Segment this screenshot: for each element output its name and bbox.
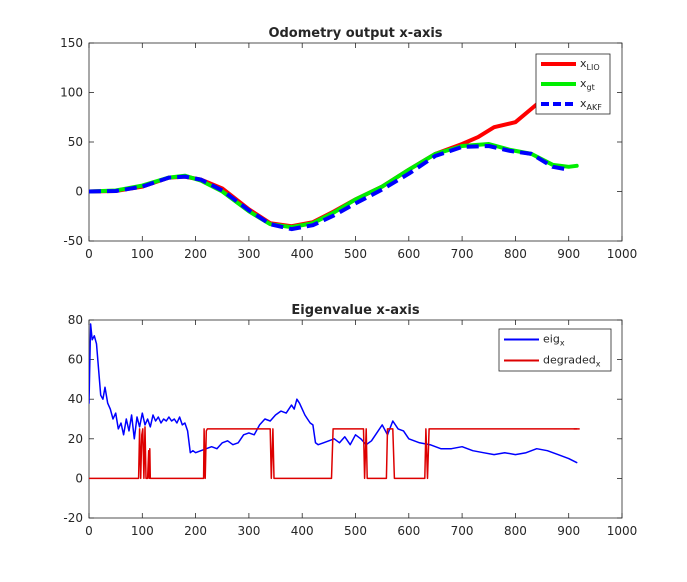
chart-title: Eigenvalue x-axis bbox=[291, 303, 419, 318]
x-tick-label: 0 bbox=[85, 247, 93, 261]
x-tick-label: 1000 bbox=[607, 247, 638, 261]
y-tick-label: 60 bbox=[68, 353, 83, 367]
series-line-eig-x bbox=[89, 323, 578, 464]
x-tick-label: 300 bbox=[237, 524, 260, 538]
eigenvalue-plot: 0 100 200 300 400 500 600 700 800 900 1000-2002040… bbox=[63, 303, 637, 538]
series-group bbox=[89, 323, 580, 480]
legend-label: xgt bbox=[580, 77, 595, 92]
x-tick-label: 900 bbox=[557, 524, 580, 538]
legend-label: xAKF bbox=[580, 97, 602, 112]
x-tick-label: 700 bbox=[451, 247, 474, 261]
y-tick-label: 40 bbox=[68, 392, 83, 406]
x-tick-label: 1000 bbox=[607, 524, 638, 538]
x-tick-label: 600 bbox=[397, 524, 420, 538]
x-tick-label: 200 bbox=[184, 524, 207, 538]
legend-label: degradedx bbox=[543, 354, 601, 369]
odometry-plot: 0 100 200 300 400 500 600 700 800 900 1000-5005010… bbox=[60, 26, 637, 261]
plot-area bbox=[88, 42, 623, 242]
legend-label: xLIO bbox=[580, 57, 600, 72]
legend-label: eigx bbox=[543, 333, 565, 348]
series-line-degraded-x bbox=[89, 426, 578, 480]
chart-title: Odometry output x-axis bbox=[268, 26, 442, 41]
x-tick-label: 500 bbox=[344, 524, 367, 538]
x-tick-label: 0 bbox=[85, 524, 93, 538]
x-tick-label: 700 bbox=[451, 524, 474, 538]
y-tick-label: 0 bbox=[75, 185, 83, 199]
x-tick-label: 400 bbox=[291, 247, 314, 261]
series-line-x-AKF bbox=[89, 144, 570, 232]
legend-box bbox=[498, 328, 612, 372]
x-tick-label: 200 bbox=[184, 247, 207, 261]
x-tick-label: 800 bbox=[504, 524, 527, 538]
y-tick-label: 150 bbox=[60, 36, 83, 50]
y-tick-label: 20 bbox=[68, 432, 83, 446]
x-tick-label: 600 bbox=[397, 247, 420, 261]
x-tick-label: 800 bbox=[504, 247, 527, 261]
x-tick-label: 500 bbox=[344, 247, 367, 261]
x-tick-label: 100 bbox=[131, 524, 154, 538]
y-tick-label: 100 bbox=[60, 86, 83, 100]
x-tick-label: 400 bbox=[291, 524, 314, 538]
y-tick-label: -20 bbox=[63, 511, 83, 525]
series-group bbox=[89, 95, 579, 232]
x-tick-label: 900 bbox=[557, 247, 580, 261]
y-tick-label: 50 bbox=[68, 135, 83, 149]
y-tick-label: 80 bbox=[68, 313, 83, 327]
x-tick-label: 100 bbox=[131, 247, 154, 261]
y-tick-label: -50 bbox=[63, 234, 83, 248]
y-tick-label: 0 bbox=[75, 471, 83, 485]
x-tick-label: 300 bbox=[237, 247, 260, 261]
